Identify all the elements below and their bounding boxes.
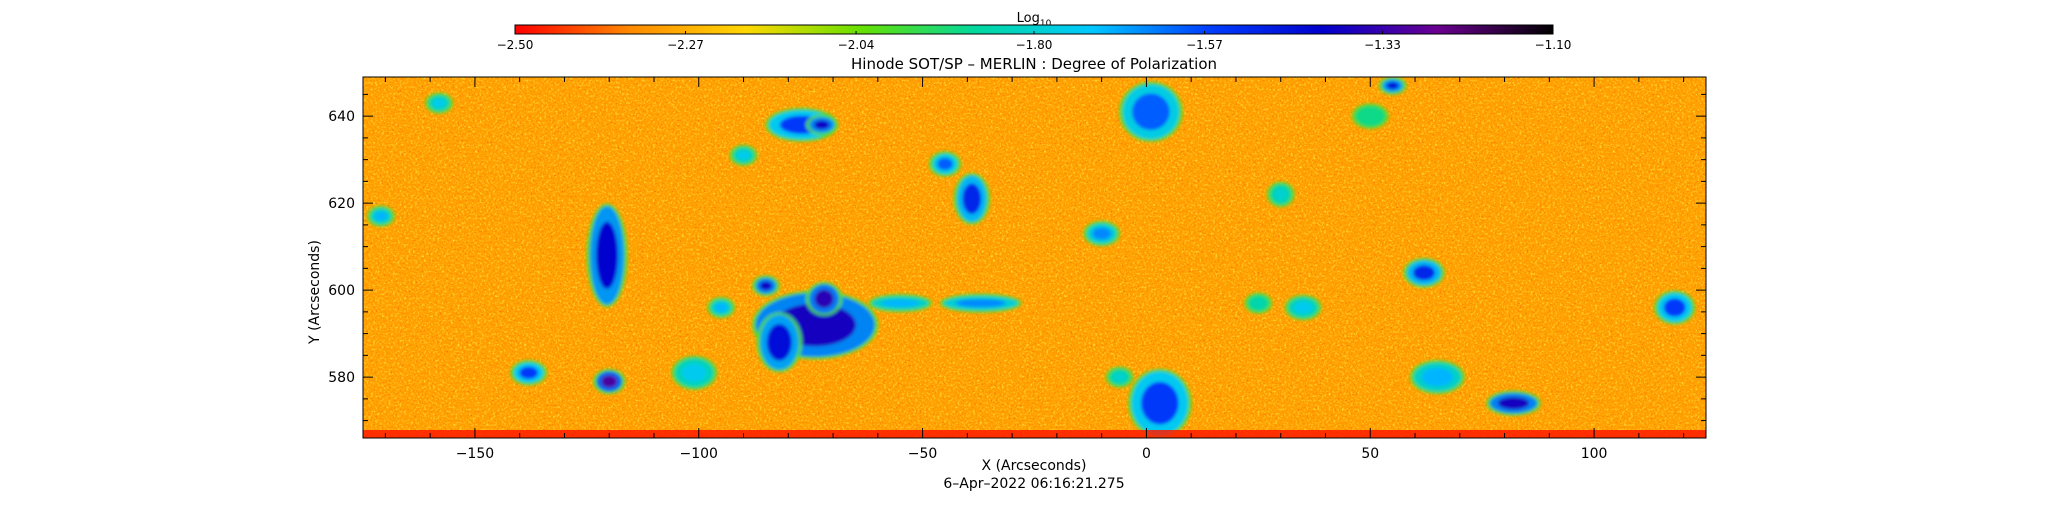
colorbar: Log10 −2.50 −2.27 −2.04 −1.80 −1.57 −1.33 −1.1…: [497, 11, 1572, 52]
patch-core: [681, 363, 707, 382]
image-bottom-band: [363, 430, 1706, 438]
patch-core: [759, 281, 773, 291]
patch-core: [596, 221, 618, 289]
x-tick-label: 100: [1581, 446, 1608, 462]
y-axis-label: Y (Arcseconds): [307, 240, 323, 345]
colorbar-label: Log10: [1017, 11, 1052, 29]
x-tick-label: −100: [680, 446, 718, 462]
image-noise-yellow: [363, 77, 1706, 438]
y-tick-label: 580: [328, 370, 355, 386]
x-tick-label: −50: [908, 446, 938, 462]
x-axis: −150 −100 −50 0 50 100: [384, 77, 1685, 462]
patch-core: [1113, 372, 1126, 382]
patch-core: [1360, 110, 1380, 123]
colorbar-ticks: −2.50 −2.27 −2.04 −1.80 −1.57 −1.33 −1.10: [497, 31, 1572, 52]
colorbar-tick-label: −1.80: [1016, 38, 1053, 52]
patch-core: [374, 211, 388, 221]
patch-core: [737, 150, 750, 160]
patch-core: [962, 183, 982, 215]
patch-core: [432, 98, 446, 108]
y-axis: 580 600 620 640: [328, 93, 1706, 422]
x-tick-label: 0: [1142, 446, 1151, 462]
timestamp: 6–Apr–2022 06:16:21.275: [943, 476, 1124, 492]
x-tick-label: 50: [1361, 446, 1379, 462]
patch-core: [937, 157, 953, 171]
patch-core: [1252, 298, 1265, 308]
patch-core: [1663, 298, 1686, 317]
polarization-patches: [366, 77, 1696, 438]
patch-core: [1497, 397, 1530, 410]
colorbar-tick-label: −2.04: [838, 38, 875, 52]
colorbar-tick-label: −1.10: [1535, 38, 1572, 52]
colorbar-label-main: Log: [1017, 11, 1040, 26]
patch-core: [1386, 82, 1399, 90]
patch-core: [714, 302, 728, 313]
chart-title: Hinode SOT/SP – MERLIN : Degree of Polar…: [851, 55, 1217, 73]
plot-frame: [362, 76, 1707, 439]
y-tick-label: 620: [328, 196, 355, 212]
colorbar-tick-label: −1.33: [1364, 38, 1401, 52]
x-tick-label: −150: [456, 446, 494, 462]
patch-core: [519, 366, 539, 379]
y-tick-label: 600: [328, 283, 355, 299]
y-tick-label: 640: [328, 109, 355, 125]
patch-core: [766, 324, 792, 361]
patch-core: [1413, 265, 1435, 281]
colorbar-label-sub: 10: [1040, 19, 1052, 29]
patch-core: [1132, 93, 1170, 131]
patch-core: [601, 375, 618, 388]
patch-core: [1141, 381, 1179, 425]
patch-core: [1092, 227, 1112, 240]
x-axis-label: X (Arcseconds): [982, 458, 1087, 474]
patch-core: [814, 120, 830, 130]
colorbar-tick-label: −2.27: [667, 38, 704, 52]
patch-core: [814, 289, 834, 308]
colorbar-tick-label: −2.50: [497, 38, 534, 52]
plot-area: −150 −100 −50 0 50 100 580 600 620 640: [328, 76, 1707, 462]
colorbar-tick-label: −1.57: [1186, 38, 1223, 52]
patch-core: [1421, 367, 1454, 387]
patch-core: [955, 299, 1006, 308]
patch-core: [1274, 188, 1287, 201]
patch-core: [1293, 301, 1313, 314]
patch-core: [881, 299, 920, 307]
